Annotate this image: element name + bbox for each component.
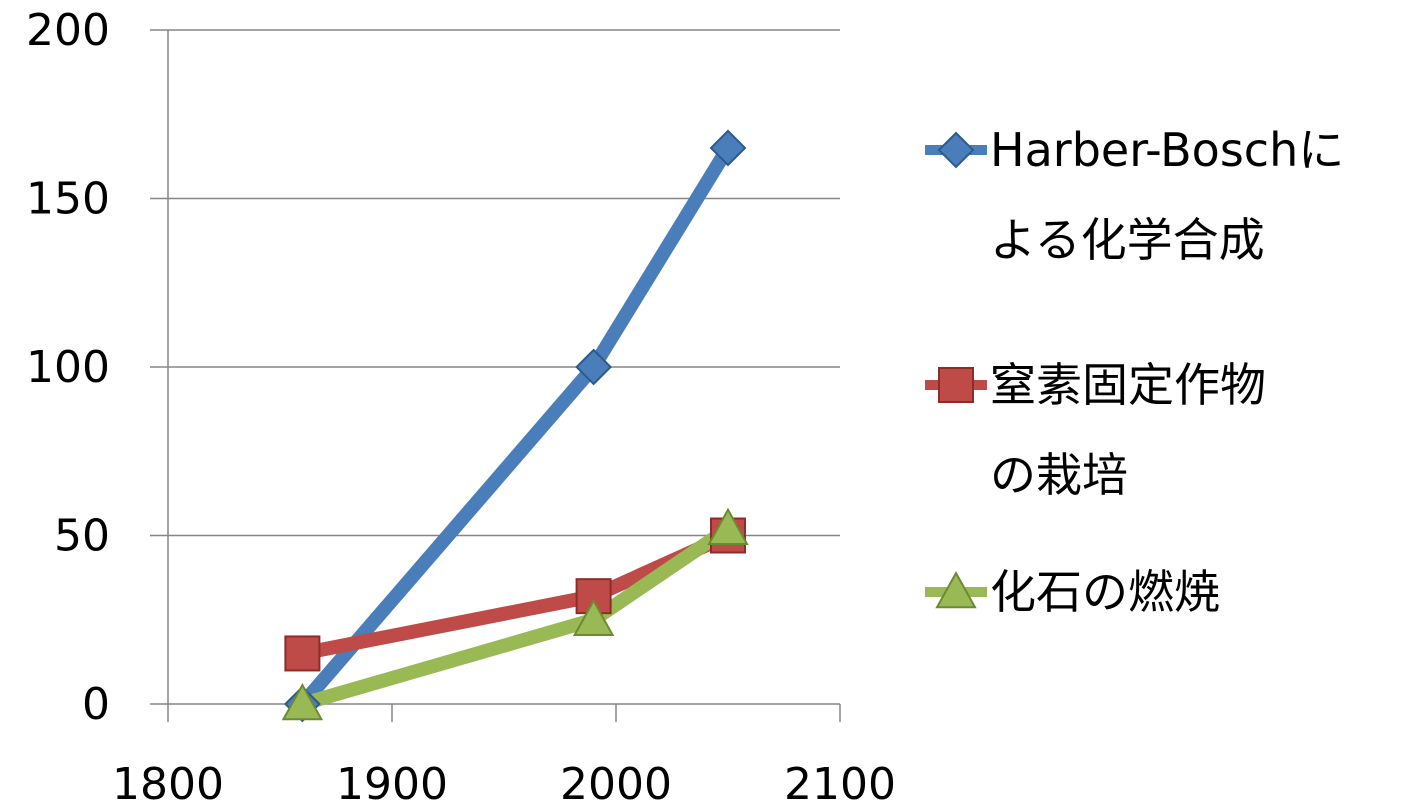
y-tick-label: 200 (26, 5, 110, 56)
legend-label: よる化学合成 (990, 213, 1265, 267)
x-tick-label: 1900 (336, 759, 448, 809)
x-tick-label: 2000 (560, 759, 672, 809)
axes: 0 50 100 150 200 1800 1900 2000 2100 (26, 5, 896, 809)
legend-label: 窒素固定作物 (990, 358, 1266, 412)
grid-lines (168, 29, 840, 537)
legend-swatch-marker-0 (937, 131, 975, 169)
series-line-0 (295, 140, 735, 711)
legend-swatch-marker-2 (935, 570, 977, 609)
y-tick-label: 0 (82, 679, 110, 730)
x-tick-label: 1800 (112, 759, 224, 809)
legend-label: の栽培 (990, 448, 1128, 502)
data-point-1-0 (284, 635, 321, 672)
data-point-2-0 (281, 682, 324, 721)
data-point-0-1 (575, 348, 613, 386)
y-tick-label: 150 (26, 174, 110, 225)
y-tick-label: 50 (54, 511, 110, 562)
legend-label: Harber-Boschに (990, 123, 1344, 177)
data-point-0-2 (709, 129, 747, 167)
data-markers (281, 129, 749, 723)
data-point-2-1 (572, 598, 615, 636)
series-lines (295, 140, 735, 711)
legend-swatch-marker-1 (938, 367, 974, 403)
y-tick-label: 100 (26, 342, 110, 393)
x-tick-label: 2100 (784, 759, 896, 809)
legend-label: 化石の燃焼 (990, 565, 1220, 619)
data-point-2-2 (707, 507, 749, 545)
